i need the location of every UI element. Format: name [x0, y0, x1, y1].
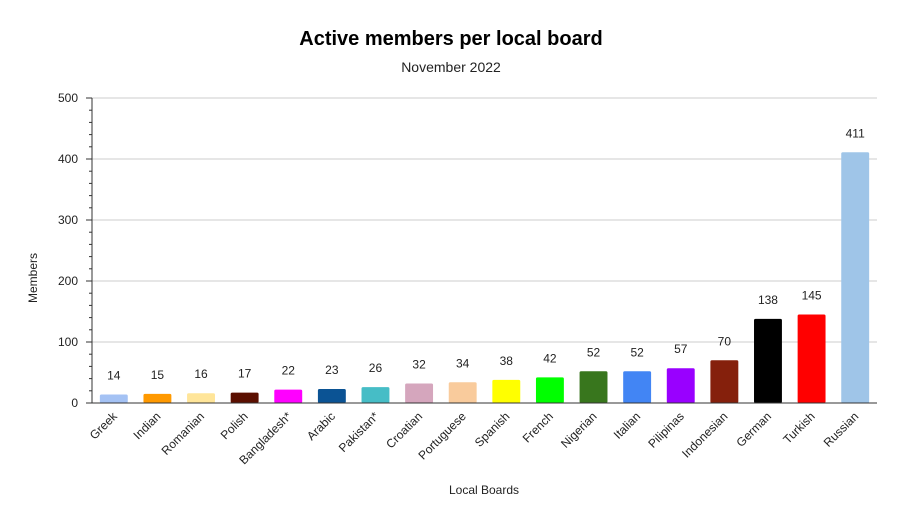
data-label: 138: [758, 293, 778, 307]
x-tick-label: Polish: [218, 409, 251, 442]
data-label: 411: [846, 126, 865, 140]
x-tick-label: Pakistan*: [336, 409, 382, 455]
data-label: 145: [802, 289, 822, 303]
x-tick-label: Indonesian: [679, 409, 730, 460]
y-tick-label: 0: [71, 396, 78, 410]
bar-croatian: [405, 383, 434, 403]
data-label: 16: [194, 367, 208, 381]
x-tick-label: Greek: [87, 409, 121, 443]
bar-pilipinas: [666, 368, 695, 403]
bar-arabic: [317, 388, 346, 403]
bar-german: [754, 318, 782, 403]
bar-romanian: [187, 393, 215, 403]
data-label: 70: [718, 334, 732, 348]
data-labels: 14 15 16 17 22 23 26 32 34 38 42 52 52 57 70 138 145 411: [107, 126, 865, 382]
bar-russian: [841, 152, 870, 403]
bar-indian: [143, 393, 172, 403]
data-label: 52: [587, 345, 601, 359]
x-tick-label: Croatian: [383, 409, 425, 451]
x-tick-label: Turkish: [780, 409, 817, 446]
y-tick-label: 300: [58, 213, 78, 227]
data-label: 22: [282, 364, 296, 378]
data-label: 38: [500, 354, 514, 368]
x-tick-label: Spanish: [472, 409, 513, 450]
x-tick-label: Italian: [611, 409, 644, 442]
data-label: 14: [107, 368, 121, 382]
bar-turkish: [797, 314, 826, 403]
data-label: 57: [674, 342, 688, 356]
data-label: 42: [543, 351, 557, 365]
bar-bangladesh: [274, 389, 303, 403]
bar-portuguese: [448, 382, 477, 403]
x-tick-label: Russian: [821, 409, 862, 450]
x-tick-label: German: [734, 409, 775, 450]
data-label: 34: [456, 356, 470, 370]
x-tick-label: French: [520, 409, 556, 445]
bar-polish: [230, 392, 259, 403]
bar-nigerian: [579, 371, 608, 403]
bar-greek: [99, 394, 128, 403]
x-tick-label: Nigerian: [558, 409, 600, 451]
x-tick-label: Indian: [131, 409, 164, 442]
y-tick-label: 200: [58, 274, 78, 288]
bar-french: [535, 377, 564, 403]
data-label: 23: [325, 363, 339, 377]
x-tick-label: Arabic: [304, 409, 338, 443]
bar-pakistan: [361, 387, 390, 403]
data-label: 17: [238, 367, 252, 381]
y-tick-label: 500: [58, 91, 78, 105]
bar-indonesian: [710, 360, 739, 403]
data-label: 52: [630, 345, 644, 359]
data-label: 32: [412, 357, 426, 371]
bar-spanish: [492, 379, 521, 403]
data-label: 26: [369, 361, 383, 375]
x-tick-label: Portuguese: [416, 409, 470, 463]
x-axis-title: Local Boards: [449, 483, 519, 497]
y-tick-label: 100: [58, 335, 78, 349]
gridlines: [92, 97, 877, 343]
x-tick-label: Romanian: [159, 409, 208, 458]
data-label: 15: [151, 368, 165, 382]
chart-subtitle: November 2022: [401, 59, 501, 75]
y-tick-label: 400: [58, 152, 78, 166]
bars: [99, 152, 870, 403]
bar-italian: [623, 371, 652, 403]
chart-title: Active members per local board: [299, 28, 602, 50]
y-axis-title: Members: [26, 253, 40, 303]
x-tick-label: Pilipinas: [645, 409, 687, 451]
